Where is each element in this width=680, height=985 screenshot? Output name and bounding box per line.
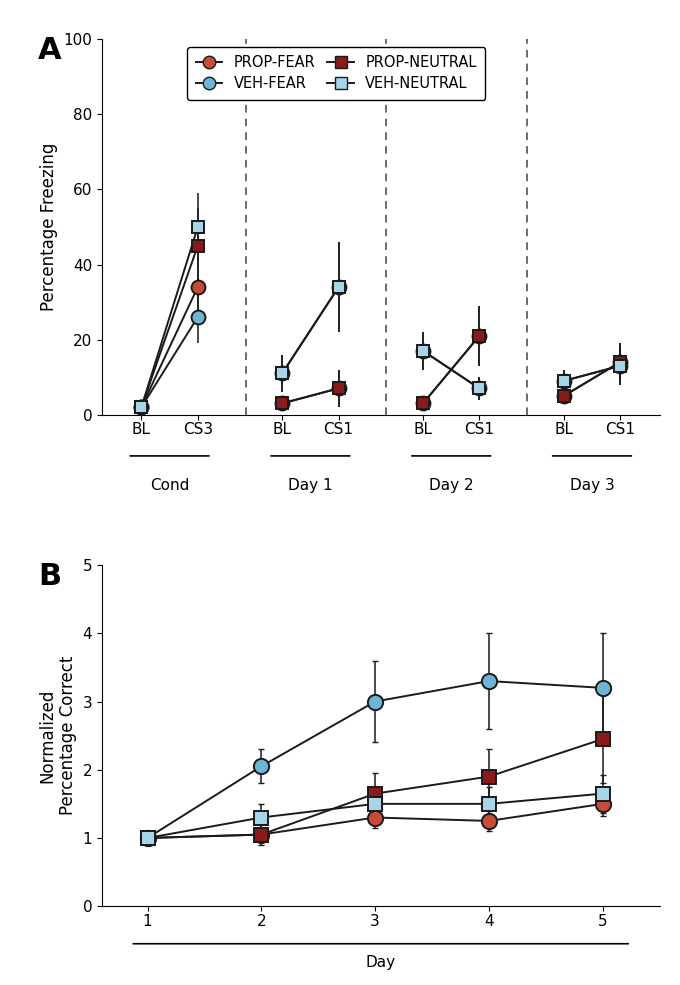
Text: Day 3: Day 3 (570, 479, 615, 493)
Y-axis label: Percentage Freezing: Percentage Freezing (40, 143, 58, 311)
Text: B: B (38, 561, 61, 591)
Text: Cond: Cond (150, 479, 189, 493)
Text: A: A (38, 35, 61, 65)
Text: Day: Day (366, 955, 396, 970)
Y-axis label: Normalized
Percentage Correct: Normalized Percentage Correct (38, 656, 77, 816)
Legend: PROP-FEAR, VEH-FEAR, PROP-NEUTRAL, VEH-NEUTRAL: PROP-FEAR, VEH-FEAR, PROP-NEUTRAL, VEH-N… (188, 46, 486, 100)
Text: Day 1: Day 1 (288, 479, 333, 493)
Text: Day 2: Day 2 (429, 479, 473, 493)
